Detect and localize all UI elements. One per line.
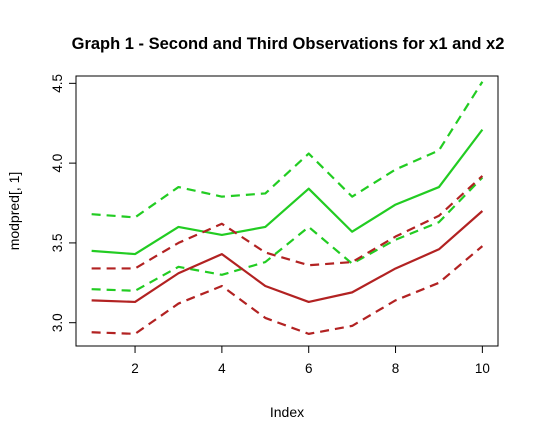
- series-layer: [91, 81, 484, 335]
- x-tick-label-10: 10: [475, 361, 490, 376]
- series-6-line: [91, 245, 484, 335]
- x-axis-label: Index: [270, 404, 304, 420]
- series-1-line: [91, 128, 484, 256]
- y-tick-label-3: 3.0: [50, 313, 65, 332]
- x-tick-label-6: 6: [305, 361, 313, 376]
- x-tick-label-8: 8: [392, 361, 400, 376]
- y-tick-label-4: 4.0: [50, 154, 65, 173]
- y-axis: 3.0 3.5 4.0 4.5: [50, 74, 76, 332]
- y-axis-label: modpred[, 1]: [6, 172, 22, 251]
- series-5-line: [91, 175, 484, 270]
- x-tick-label-2: 2: [131, 361, 139, 376]
- chart-title: Graph 1 - Second and Third Observations …: [72, 35, 505, 53]
- x-axis: 2 4 6 8 10: [131, 346, 490, 376]
- y-tick-label-4.5: 4.5: [50, 74, 65, 93]
- x-tick-label-4: 4: [218, 361, 226, 376]
- y-tick-label-3.5: 3.5: [50, 234, 65, 253]
- plot-frame: [75, 75, 499, 347]
- series-4-line: [91, 210, 484, 304]
- series-3-line: [91, 176, 484, 292]
- series-2-line: [91, 81, 484, 219]
